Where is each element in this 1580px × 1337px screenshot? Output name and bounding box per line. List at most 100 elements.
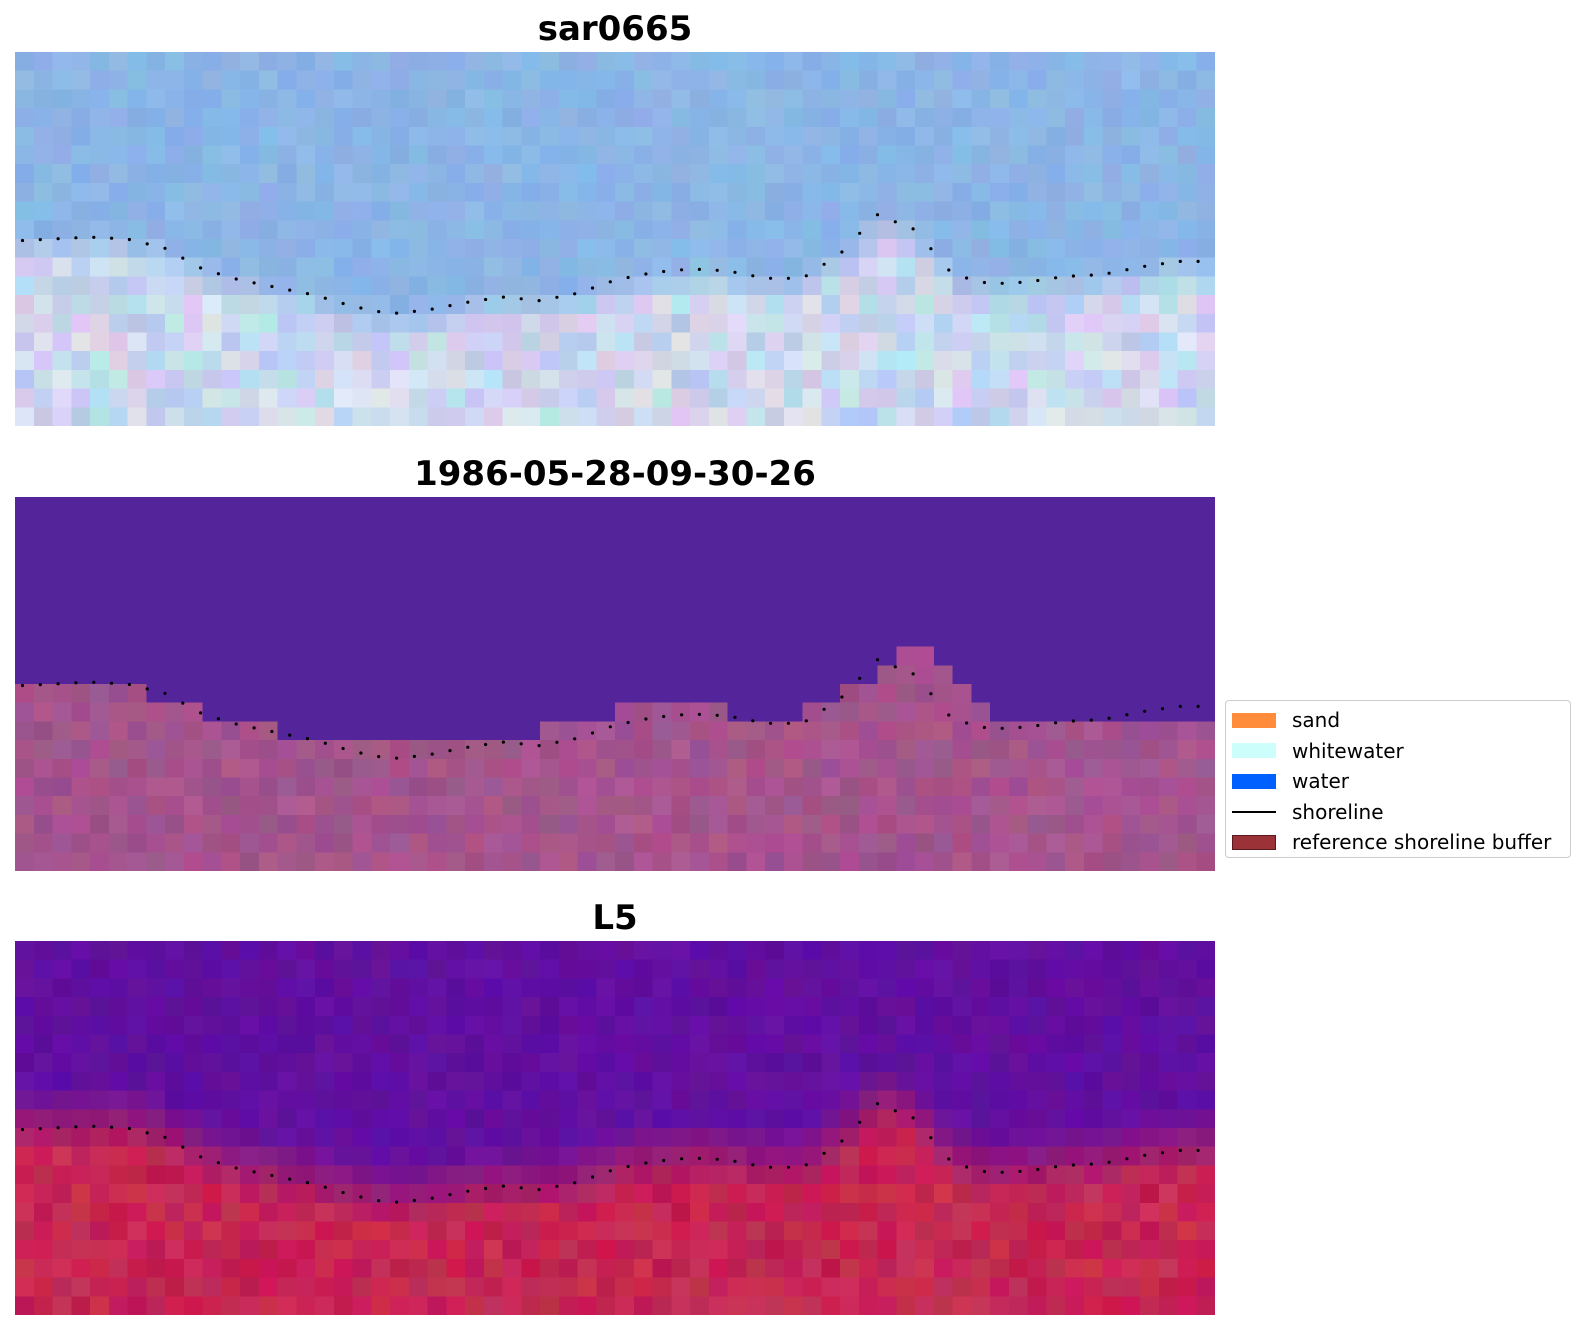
image-pixel <box>352 665 372 685</box>
shoreline-point <box>74 681 78 685</box>
image-pixel <box>108 1296 129 1315</box>
image-pixel <box>933 1015 954 1036</box>
image-pixel <box>408 313 429 334</box>
image-pixel <box>502 1034 522 1054</box>
image-pixel <box>840 590 860 610</box>
image-pixel <box>690 239 710 259</box>
image-pixel <box>240 276 260 296</box>
image-pixel <box>1008 534 1029 554</box>
image-pixel <box>502 369 522 390</box>
image-pixel <box>1046 646 1066 666</box>
image-pixel <box>1083 758 1104 779</box>
image-pixel <box>633 313 654 334</box>
image-pixel <box>371 515 391 535</box>
image-pixel <box>596 777 616 797</box>
image-pixel <box>315 814 335 835</box>
image-pixel <box>558 1165 579 1185</box>
image-pixel <box>1121 646 1141 666</box>
image-pixel <box>371 388 391 408</box>
image-pixel <box>840 646 860 666</box>
image-pixel <box>408 369 429 390</box>
image-pixel <box>315 627 335 648</box>
image-pixel <box>615 534 635 554</box>
image-pixel <box>840 1258 860 1279</box>
image-pixel <box>577 833 597 853</box>
image-pixel <box>446 553 466 573</box>
image-pixel <box>258 1258 279 1279</box>
image-pixel <box>333 1202 354 1223</box>
image-pixel <box>933 1184 954 1204</box>
image-pixel <box>840 257 860 277</box>
image-pixel <box>127 1258 147 1279</box>
shoreline-point <box>1089 273 1093 277</box>
image-pixel <box>633 89 654 109</box>
image-pixel <box>390 609 410 629</box>
image-pixel <box>371 796 391 816</box>
image-pixel <box>558 997 579 1017</box>
image-pixel <box>146 1034 166 1054</box>
image-pixel <box>333 852 354 871</box>
image-pixel <box>1196 1277 1215 1297</box>
image-pixel <box>1083 220 1104 240</box>
image-pixel <box>952 220 972 240</box>
image-pixel <box>258 388 279 408</box>
image-pixel <box>202 145 222 165</box>
image-pixel <box>596 257 616 277</box>
image-pixel <box>727 108 747 128</box>
image-pixel <box>15 332 35 352</box>
image-pixel <box>990 777 1010 797</box>
image-pixel <box>33 1184 54 1204</box>
image-pixel <box>521 665 541 685</box>
image-pixel <box>1196 627 1215 648</box>
image-pixel <box>483 833 504 853</box>
image-pixel <box>127 646 147 666</box>
image-pixel <box>1196 182 1215 203</box>
image-pixel <box>858 721 879 741</box>
image-pixel <box>990 164 1010 184</box>
image-pixel <box>296 1296 316 1315</box>
image-pixel <box>1177 295 1197 315</box>
image-pixel <box>990 1015 1010 1036</box>
image-pixel <box>765 295 785 315</box>
image-pixel <box>765 609 785 629</box>
image-pixel <box>821 627 841 648</box>
image-pixel <box>971 665 991 685</box>
image-pixel <box>108 388 129 408</box>
image-pixel <box>240 497 260 517</box>
image-pixel <box>652 833 672 853</box>
image-pixel <box>652 70 672 90</box>
image-pixel <box>783 814 804 835</box>
image-pixel <box>1027 239 1047 259</box>
image-pixel <box>146 351 166 371</box>
shoreline-point <box>501 295 505 299</box>
image-pixel <box>408 1128 429 1148</box>
image-pixel <box>502 239 522 259</box>
image-pixel <box>240 388 260 408</box>
image-pixel <box>277 590 297 610</box>
image-pixel <box>971 332 991 352</box>
shoreline-point <box>430 752 434 756</box>
image-pixel <box>1140 52 1160 72</box>
image-pixel <box>465 1146 485 1166</box>
image-pixel <box>1083 534 1104 554</box>
image-pixel <box>690 627 710 648</box>
image-pixel <box>577 1015 597 1036</box>
image-pixel <box>727 295 747 315</box>
image-pixel <box>465 571 485 592</box>
image-pixel <box>352 997 372 1017</box>
image-pixel <box>352 978 372 998</box>
image-pixel <box>727 1128 747 1148</box>
image-pixel <box>652 978 672 998</box>
image-pixel <box>971 164 991 184</box>
image-pixel <box>652 1128 672 1148</box>
image-pixel <box>465 1071 485 1092</box>
image-pixel <box>1046 369 1066 390</box>
shoreline-point <box>448 1193 452 1197</box>
image-pixel <box>615 164 635 184</box>
image-pixel <box>933 70 954 90</box>
image-pixel <box>1121 1296 1141 1315</box>
image-pixel <box>633 1165 654 1185</box>
image-pixel <box>127 941 147 961</box>
image-pixel <box>652 1090 672 1110</box>
image-pixel <box>183 257 204 277</box>
